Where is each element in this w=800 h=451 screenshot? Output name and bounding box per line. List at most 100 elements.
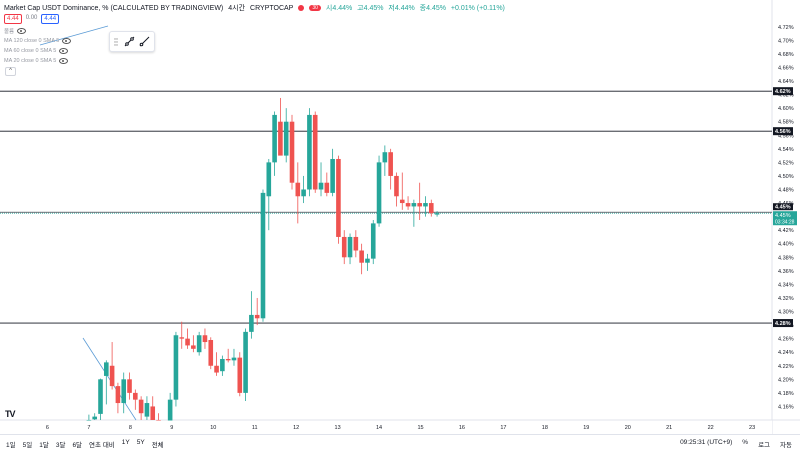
candle[interactable] bbox=[278, 97, 283, 156]
eye-icon[interactable] bbox=[62, 38, 72, 44]
candle[interactable] bbox=[179, 321, 185, 349]
range-button[interactable]: 3달 bbox=[55, 442, 66, 449]
drawn-trend-line[interactable] bbox=[82, 337, 137, 421]
ohlc-readout: 시4.44% 고4.45% 저4.44% 종4.45% +0.01% (+0.1… bbox=[326, 3, 508, 13]
candle[interactable] bbox=[324, 172, 330, 197]
indicator-volume[interactable]: 볼륨 bbox=[4, 27, 27, 35]
candle[interactable] bbox=[133, 389, 138, 410]
tradingview-logo[interactable]: TV bbox=[5, 409, 15, 419]
candle[interactable] bbox=[220, 355, 225, 376]
drawn-trend-line[interactable] bbox=[39, 25, 109, 46]
floating-drawing-toolbar[interactable] bbox=[109, 31, 155, 52]
percent-scale-button[interactable]: % bbox=[742, 439, 749, 446]
range-button[interactable]: 6달 bbox=[72, 442, 83, 449]
log-scale-button[interactable]: 로그 bbox=[758, 442, 771, 449]
y-tick-label: 4.40% bbox=[778, 242, 794, 248]
candle[interactable] bbox=[318, 162, 324, 197]
candle[interactable] bbox=[266, 158, 272, 231]
candle[interactable] bbox=[167, 392, 173, 424]
candle[interactable] bbox=[295, 162, 301, 224]
candle[interactable] bbox=[225, 348, 231, 363]
y-tick-label: 4.26% bbox=[778, 337, 794, 343]
range-button[interactable]: 5일 bbox=[22, 442, 33, 449]
level-label-box bbox=[773, 319, 793, 328]
candle[interactable] bbox=[336, 155, 341, 244]
candle[interactable] bbox=[231, 348, 237, 366]
range-button[interactable]: 1일 bbox=[6, 442, 16, 449]
candle[interactable] bbox=[138, 396, 144, 420]
candle[interactable] bbox=[341, 230, 347, 265]
candle[interactable] bbox=[214, 352, 219, 376]
clock-readout[interactable]: 09:25:31 (UTC+9) bbox=[680, 439, 733, 446]
candle[interactable] bbox=[208, 337, 214, 370]
candle[interactable] bbox=[347, 233, 353, 265]
buy-button[interactable]: 4.44 bbox=[41, 14, 60, 24]
range-button[interactable]: 5Y bbox=[136, 439, 145, 446]
candle[interactable] bbox=[237, 352, 243, 397]
candle[interactable] bbox=[150, 396, 156, 420]
candle[interactable] bbox=[359, 243, 364, 275]
candle[interactable] bbox=[191, 335, 196, 353]
range-button[interactable]: 1달 bbox=[39, 442, 49, 449]
candle[interactable] bbox=[272, 111, 277, 176]
candle[interactable] bbox=[202, 328, 208, 349]
candle[interactable] bbox=[365, 253, 370, 271]
candle[interactable] bbox=[243, 328, 248, 402]
candle[interactable] bbox=[405, 196, 411, 210]
time-axis-strip bbox=[0, 420, 772, 434]
candle[interactable] bbox=[312, 111, 318, 193]
candle[interactable] bbox=[388, 148, 393, 190]
indicator-ma60[interactable]: MA 60 close 0 SMA 5 bbox=[4, 48, 69, 54]
collapse-legend-icon[interactable]: ^ bbox=[5, 67, 16, 76]
candle[interactable] bbox=[185, 328, 190, 349]
candle[interactable] bbox=[370, 220, 376, 265]
candle[interactable] bbox=[353, 230, 359, 258]
candle[interactable] bbox=[115, 382, 121, 414]
x-tick-label: 11 bbox=[252, 425, 258, 431]
candle[interactable] bbox=[301, 175, 306, 204]
candle[interactable] bbox=[411, 199, 417, 227]
candle[interactable] bbox=[260, 189, 266, 322]
sell-button[interactable]: 4.44 bbox=[4, 14, 22, 24]
candle[interactable] bbox=[121, 372, 127, 414]
candle[interactable] bbox=[289, 114, 295, 190]
eye-icon[interactable] bbox=[17, 28, 27, 34]
auto-scale-button[interactable]: 자동 bbox=[780, 442, 792, 449]
candle[interactable] bbox=[330, 148, 335, 197]
y-tick-label: 4.16% bbox=[778, 404, 794, 410]
range-button[interactable]: 연초 대비 bbox=[89, 442, 115, 449]
badge-count[interactable]: 30 bbox=[309, 5, 321, 11]
candle[interactable] bbox=[254, 297, 260, 326]
range-button[interactable]: 1Y bbox=[121, 439, 130, 446]
eye-icon[interactable] bbox=[59, 48, 69, 54]
indicator-ma20[interactable]: MA 20 close 0 SMA 5 bbox=[4, 58, 69, 64]
ray-tool-icon[interactable] bbox=[139, 36, 150, 47]
symbol-title[interactable]: Market Cap USDT Dominance, % (CALCULATED… bbox=[4, 4, 224, 12]
candle[interactable] bbox=[394, 172, 399, 207]
drag-handle-icon[interactable] bbox=[114, 38, 118, 46]
candle[interactable] bbox=[98, 378, 103, 420]
range-button[interactable]: 전체 bbox=[151, 442, 164, 449]
candle[interactable] bbox=[196, 331, 202, 356]
candle[interactable] bbox=[104, 360, 109, 405]
trend-line-tool-icon[interactable] bbox=[124, 36, 135, 47]
candle[interactable] bbox=[307, 108, 312, 197]
candle[interactable] bbox=[428, 199, 434, 217]
candle[interactable] bbox=[249, 291, 254, 339]
candle[interactable] bbox=[399, 172, 405, 210]
indicator-ma120[interactable]: MA 120 close 0 SMA 5 bbox=[4, 38, 72, 44]
candle[interactable] bbox=[382, 145, 388, 176]
candle[interactable] bbox=[144, 396, 150, 420]
candle[interactable] bbox=[434, 211, 440, 217]
candle[interactable] bbox=[127, 372, 132, 400]
candle[interactable] bbox=[423, 196, 428, 217]
candle[interactable] bbox=[92, 413, 98, 420]
eye-icon[interactable] bbox=[59, 58, 69, 64]
interval-label[interactable]: 4시간 bbox=[228, 5, 246, 12]
candle[interactable] bbox=[417, 182, 422, 220]
candle[interactable] bbox=[173, 331, 179, 407]
candle[interactable] bbox=[376, 155, 382, 227]
candle[interactable] bbox=[283, 108, 289, 163]
candle[interactable] bbox=[109, 342, 115, 390]
